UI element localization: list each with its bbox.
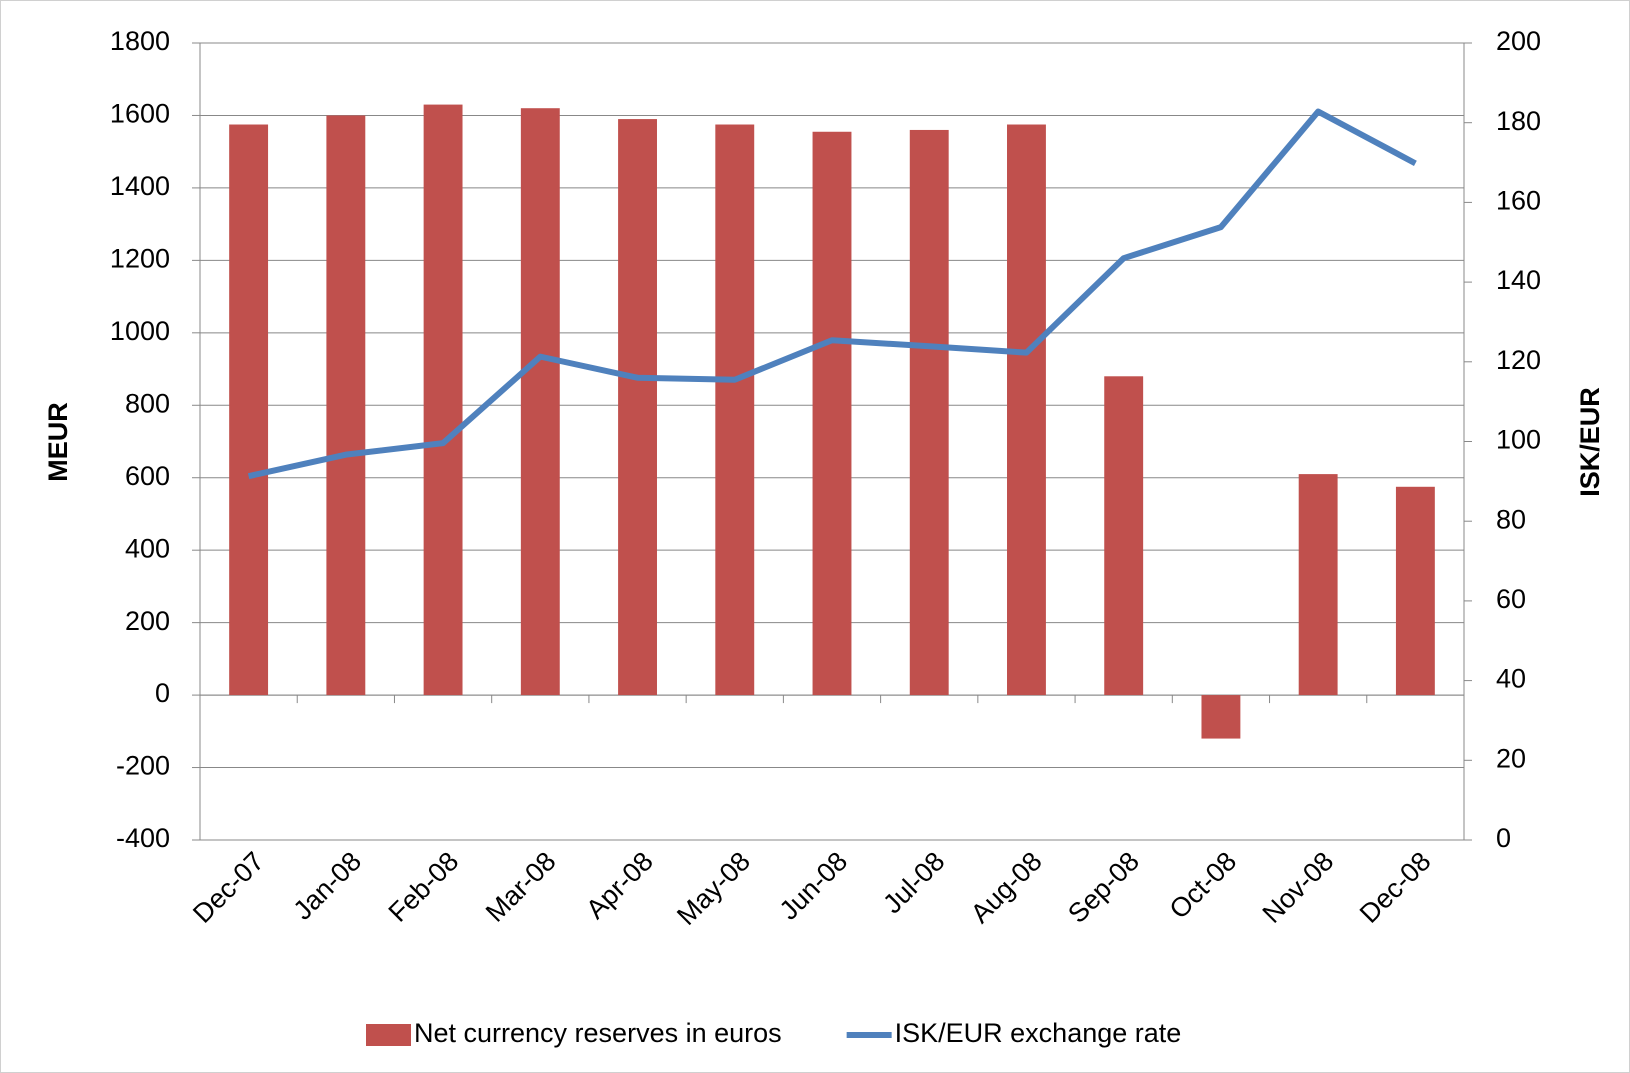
y-axis-title: MEUR (43, 402, 73, 482)
y-tick-label: 800 (125, 388, 170, 418)
y2-tick-label: 180 (1496, 106, 1541, 136)
y2-tick-label: 160 (1496, 186, 1541, 216)
bar (715, 124, 755, 696)
y-tick-label: 1600 (110, 99, 170, 129)
legend-swatch (366, 1024, 411, 1046)
bar (1298, 474, 1338, 696)
y-tick-label: 600 (125, 461, 170, 491)
y-tick-label: 200 (125, 606, 170, 636)
bar (1104, 376, 1144, 696)
y-tick-label: 400 (125, 533, 170, 563)
bar (909, 129, 949, 696)
bar (326, 115, 366, 696)
bar (1201, 695, 1241, 739)
y-tick-label: 1000 (110, 316, 170, 346)
y2-tick-label: 20 (1496, 743, 1526, 773)
y2-axis-title: ISK/EUR (1575, 387, 1605, 497)
y-tick-label: -200 (116, 751, 170, 781)
y2-tick-label: 40 (1496, 664, 1526, 694)
legend-label: Net currency reserves in euros (414, 1018, 782, 1048)
y2-tick-label: 140 (1496, 265, 1541, 295)
y-tick-label: 0 (155, 678, 170, 708)
y2-tick-label: 120 (1496, 345, 1541, 375)
y2-tick-label: 80 (1496, 504, 1526, 534)
y-tick-label: 1200 (110, 243, 170, 273)
line (247, 108, 1417, 480)
bar (1007, 124, 1046, 696)
bar (618, 119, 657, 696)
y2-tick-label: 200 (1496, 26, 1541, 56)
bar (229, 124, 269, 696)
legend-label: ISK/EUR exchange rate (895, 1018, 1182, 1048)
bar (520, 108, 560, 696)
bar (812, 131, 852, 696)
y2-tick-label: 0 (1496, 823, 1511, 853)
y-tick-label: 1400 (110, 171, 170, 201)
bar (1395, 486, 1435, 696)
bar (423, 104, 463, 696)
y-tick-label: 1800 (110, 26, 170, 56)
y2-tick-label: 100 (1496, 425, 1541, 455)
y-tick-label: -400 (116, 823, 170, 853)
y2-tick-label: 60 (1496, 584, 1526, 614)
